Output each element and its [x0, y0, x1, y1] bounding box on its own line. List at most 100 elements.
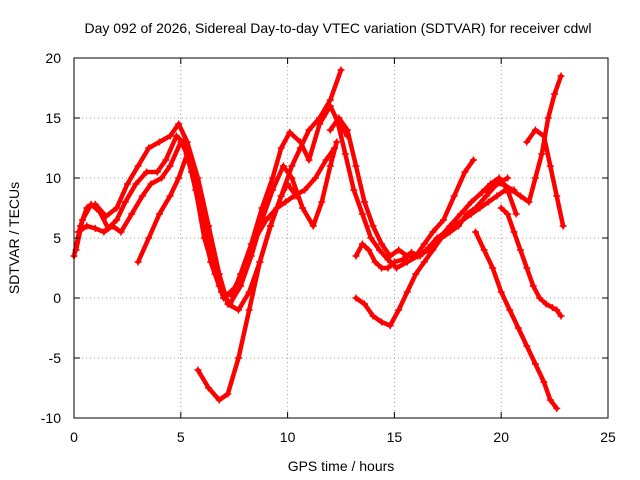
data-point — [173, 132, 181, 140]
data-point — [74, 228, 82, 236]
data-point — [369, 312, 377, 320]
data-point — [459, 216, 467, 224]
data-point — [478, 188, 486, 196]
data-point — [79, 216, 87, 224]
data-point — [341, 150, 349, 158]
data-point — [234, 354, 242, 362]
data-point — [224, 390, 232, 398]
data-point — [153, 168, 161, 176]
data-point — [403, 288, 411, 296]
data-point — [134, 258, 142, 266]
data-point — [281, 198, 289, 206]
data-point — [420, 240, 428, 248]
data-point — [215, 396, 223, 404]
data-point — [450, 192, 458, 200]
data-point — [352, 252, 360, 260]
data-point — [175, 120, 183, 128]
data-point — [546, 162, 554, 170]
data-point — [117, 228, 125, 236]
data-point — [367, 234, 375, 242]
data-point — [429, 228, 437, 236]
data-point — [386, 322, 394, 330]
data-point — [277, 144, 285, 152]
data-point — [215, 282, 223, 290]
data-point — [245, 306, 253, 314]
data-point — [395, 246, 403, 254]
data-point — [469, 156, 477, 164]
data-point — [512, 210, 520, 218]
data-point — [277, 192, 285, 200]
data-point — [158, 174, 166, 182]
data-point — [91, 224, 99, 232]
data-point — [360, 300, 368, 308]
y-axis-label: SDTVAR / TECUs — [6, 182, 22, 294]
data-point — [316, 120, 324, 128]
data-point — [83, 222, 91, 230]
data-point — [514, 324, 522, 332]
data-point — [326, 162, 334, 170]
data-point — [536, 294, 544, 302]
data-point — [205, 384, 213, 392]
data-point — [123, 180, 131, 188]
data-point — [134, 162, 142, 170]
data-point — [429, 246, 437, 254]
data-point — [525, 198, 533, 206]
data-point — [433, 234, 441, 242]
data-point — [557, 312, 565, 320]
data-point — [113, 204, 121, 212]
data-point — [390, 258, 398, 266]
data-point — [311, 174, 319, 182]
data-point — [484, 198, 492, 206]
data-point — [523, 342, 531, 350]
data-point — [301, 186, 309, 194]
data-point — [226, 300, 234, 308]
data-point — [472, 228, 480, 236]
data-point — [510, 228, 518, 236]
data-point — [230, 284, 238, 292]
data-point — [279, 162, 287, 170]
data-point — [145, 144, 153, 152]
data-point — [504, 210, 512, 218]
data-point — [358, 210, 366, 218]
data-point — [425, 244, 433, 252]
data-point — [420, 258, 428, 266]
data-point — [540, 378, 548, 386]
data-point — [299, 204, 307, 212]
x-tick-label: 5 — [177, 429, 185, 445]
data-point — [378, 240, 386, 248]
x-tick-label: 15 — [387, 429, 403, 445]
data-point — [145, 234, 153, 242]
data-point — [296, 144, 304, 152]
x-axis-label: GPS time / hours — [288, 458, 395, 474]
data-point — [269, 174, 277, 182]
data-point — [531, 360, 539, 368]
axis-layer: 0 5 10 15 20 25 -10 -5 0 5 10 15 20 — [41, 50, 616, 445]
data-point — [326, 126, 334, 134]
data-point — [553, 192, 561, 200]
data-point — [403, 258, 411, 266]
data-point — [399, 256, 407, 264]
series-line — [483, 73, 564, 205]
data-point — [516, 246, 524, 254]
data-point — [482, 192, 490, 200]
data-point — [258, 216, 266, 224]
data-point — [247, 252, 255, 260]
data-point — [412, 270, 420, 278]
data-point — [337, 66, 345, 74]
data-point — [309, 222, 317, 230]
data-point — [175, 174, 183, 182]
data-point — [358, 240, 366, 248]
x-tick-label: 0 — [70, 429, 78, 445]
data-point — [267, 222, 275, 230]
y-tick-label: 20 — [45, 50, 61, 66]
data-point — [365, 246, 373, 254]
data-point — [557, 72, 565, 80]
series-track-9 — [352, 186, 518, 272]
data-point — [497, 204, 505, 212]
y-tick-label: -5 — [49, 350, 62, 366]
data-point — [326, 96, 334, 104]
data-point — [531, 174, 539, 182]
data-point — [205, 234, 213, 242]
x-tick-label: 25 — [600, 429, 616, 445]
